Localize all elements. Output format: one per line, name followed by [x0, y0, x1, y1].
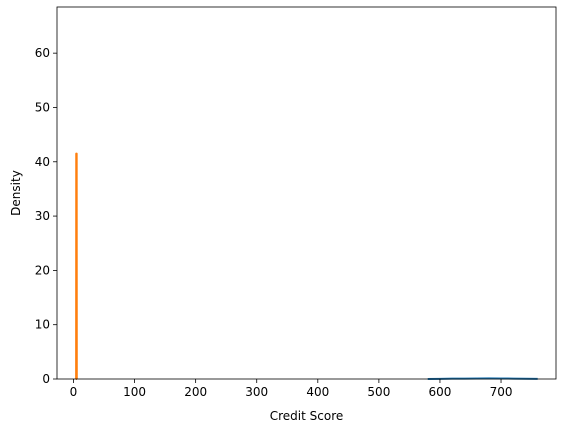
axes-frame — [56, 6, 557, 380]
y-tick-label: 20 — [35, 263, 50, 277]
y-tick-label: 30 — [35, 209, 50, 223]
y-axis-label: Density — [9, 170, 23, 216]
x-axis-ticks: 0 100 200 300 400 500 600 700 — [70, 379, 513, 399]
x-tick-label: 400 — [306, 385, 329, 399]
x-tick-label: 500 — [367, 385, 390, 399]
y-tick-label: 10 — [35, 318, 50, 332]
y-tick-label: 40 — [35, 155, 50, 169]
x-tick-label: 200 — [184, 385, 207, 399]
x-tick-label: 0 — [70, 385, 78, 399]
y-tick-label: 60 — [35, 46, 50, 60]
plot-border — [56, 6, 557, 380]
series-line-2 — [75, 152, 78, 380]
x-axis-label: Credit Score — [270, 409, 344, 423]
y-axis-ticks: 0 10 20 30 40 50 60 — [35, 46, 57, 386]
x-tick-label: 600 — [429, 385, 452, 399]
x-tick-label: 300 — [245, 385, 268, 399]
x-tick-label: 100 — [123, 385, 146, 399]
plot-series — [75, 152, 538, 380]
y-tick-label: 0 — [42, 372, 50, 386]
x-tick-label: 700 — [490, 385, 513, 399]
y-tick-label: 50 — [35, 100, 50, 114]
